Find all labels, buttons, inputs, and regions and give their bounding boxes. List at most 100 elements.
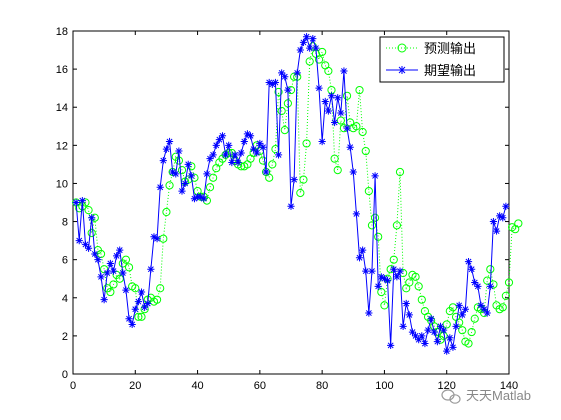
data-point [131,284,140,293]
data-point [362,267,370,275]
y-tick-label: 10 [56,178,68,190]
data-point [502,202,510,210]
data-point [268,160,277,169]
data-point [471,278,479,287]
data-point [268,80,276,88]
y-tick-label: 8 [62,217,68,229]
data-point [492,227,501,235]
x-tick-label: 0 [70,380,76,392]
x-tick-label: 80 [316,380,328,392]
data-point [122,286,130,294]
data-point [352,210,360,218]
data-point [489,217,498,226]
data-point [131,305,139,313]
watermark-text: 天天Matlab [466,388,531,403]
data-point [318,47,327,57]
data-point [262,168,270,176]
data-point [181,179,189,188]
data-point [464,257,473,266]
data-point [274,87,283,97]
data-point [94,256,102,264]
y-tick-label: 12 [56,140,68,152]
data-point [280,125,289,135]
data-point [343,124,351,132]
data-point [84,244,93,252]
data-point [113,252,121,260]
data-point [165,181,174,190]
data-point [169,168,177,176]
data-point [296,188,305,198]
data-point [256,139,264,148]
data-point [250,145,258,153]
data-point [156,284,165,293]
data-point [486,282,494,290]
data-point [355,254,364,262]
data-point [205,183,215,192]
data-point [278,69,286,77]
data-point [147,265,155,273]
data-point [156,183,164,191]
data-point [399,322,407,330]
data-point [125,315,133,323]
data-point [84,206,93,215]
data-point [464,339,473,348]
data-point [361,146,370,156]
data-point [390,265,398,273]
data-point [452,322,460,330]
x-tick-label: 100 [375,380,393,392]
data-point [331,118,339,127]
data-point [284,86,292,94]
data-point [243,130,251,138]
data-point [514,219,523,228]
data-point [190,195,199,203]
data-point [433,338,441,346]
data-point [231,151,239,159]
legend: 预测输出 期望输出 [379,36,505,83]
data-point [387,341,395,350]
data-point [187,172,195,180]
data-point [405,278,414,287]
data-point [427,315,435,323]
data-point [134,297,142,306]
series-0 [72,42,523,348]
data-point [374,232,383,241]
data-point [81,240,90,249]
data-point [405,311,413,319]
data-point [271,78,280,87]
data-point [175,147,183,155]
data-point [324,66,333,76]
x-tick-label: 140 [500,380,518,392]
data-point [265,78,273,87]
data-point [137,312,146,321]
data-point [119,269,127,277]
data-point [234,158,242,167]
data-point [72,198,80,207]
data-point [141,303,149,311]
y-tick-label: 2 [62,331,68,343]
data-point [395,167,405,177]
data-point [103,269,111,277]
data-point [109,280,118,289]
data-point [477,301,485,309]
data-point [414,282,423,291]
legend-label-expected: 期望输出 [424,63,476,79]
data-point [498,303,507,312]
data-point [184,160,192,168]
data-point [225,141,233,149]
y-tick-label: 18 [56,26,68,38]
legend-label-predicted: 预测输出 [424,41,476,57]
data-point [237,149,245,157]
data-point [334,94,342,102]
data-point [364,186,373,196]
y-tick-label: 0 [62,369,68,381]
data-point [128,320,136,329]
data-point [215,136,223,144]
data-point [259,143,267,151]
data-point [424,326,432,334]
data-point [321,97,329,106]
data-point [501,291,510,300]
data-point [327,92,336,100]
data-point [212,141,220,149]
data-point [458,326,467,335]
data-point [367,221,377,230]
